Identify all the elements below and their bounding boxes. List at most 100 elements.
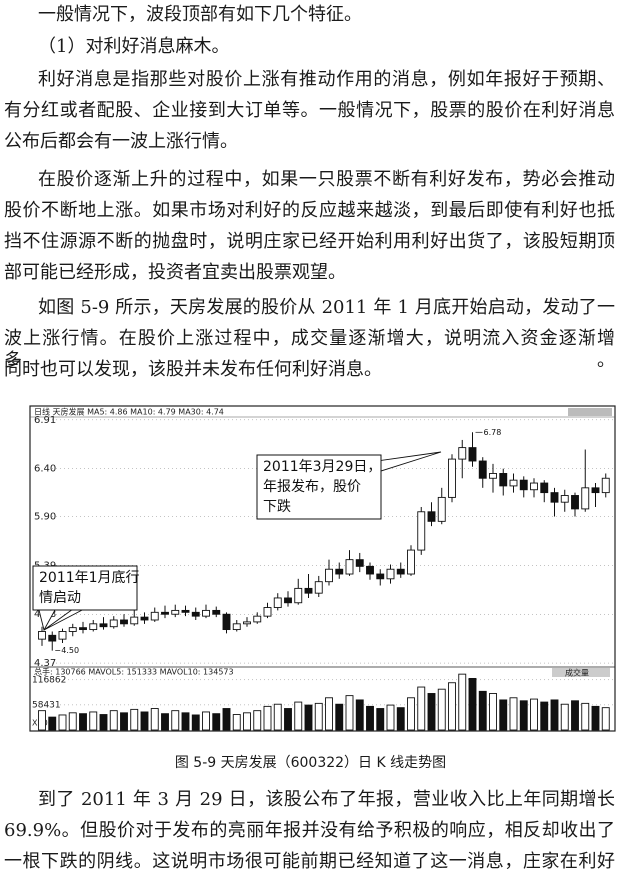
candle-body <box>243 621 251 625</box>
text-line: 到了 2011 年 3 月 29 日，该股公布了年报，营业收入比上年同期增长 <box>38 789 615 810</box>
candle-body <box>509 479 518 487</box>
text-line: 股价不断地上涨。如果市场对利好的反应越来越淡，到最后即使有利好也抵 <box>4 200 615 221</box>
candle-body <box>448 458 456 498</box>
text-line: 一根下跌的阴线。这说明市场很可能前期已经知道了这一消息，庄家在利好 <box>4 851 615 872</box>
volume-bar <box>314 702 323 731</box>
callout-text: 下跌 <box>263 499 291 515</box>
callout-text: 年报发布，股价 <box>263 479 361 495</box>
volume-bar <box>437 688 446 731</box>
candle-body <box>489 473 497 479</box>
callout-text: 2011年3月29日， <box>263 459 381 475</box>
candle-body <box>79 627 87 631</box>
y-tick-label: 4.37 <box>34 658 56 669</box>
volume-bar <box>130 708 139 731</box>
candle-body <box>314 581 323 594</box>
text-line: （1）对利好消息麻木。 <box>38 36 230 57</box>
candle-body <box>335 568 344 575</box>
volume-bar <box>79 713 87 731</box>
text-line: 同时也可以发现，该股并未发布任何利好消息。 <box>4 359 382 380</box>
volume-bar <box>417 686 426 731</box>
candle-body <box>150 611 159 621</box>
volume-bar <box>68 712 77 731</box>
low-label: 4.50 <box>61 646 79 655</box>
text-line: 部可能已经形成，投资者宜卖出股票观望。 <box>4 262 346 283</box>
y-tick-label: 6.91 <box>34 415 56 426</box>
text-line: 利好消息是指那些对股价上涨有推动作用的消息，例如年报好于预期、 <box>38 69 615 90</box>
volume-bar <box>560 703 569 731</box>
candle-body <box>212 609 221 615</box>
volume-bar <box>550 699 559 731</box>
text-line: 有分红或者配股、企业接到大订单等。一般情况下，股票的股价在利好消息 <box>4 100 615 121</box>
candle-body <box>130 616 139 625</box>
candle-body <box>386 568 395 580</box>
volume-bar <box>325 697 333 731</box>
text-line: 如图 5-9 所示，天房发展的股价从 2011 年 1 月底开始启动，发动了一 <box>38 297 615 318</box>
volume-tick-label: 116862 <box>32 675 66 685</box>
volume-header: 总手: 130766 MAVOL5: 151333 MAVOL10: 13457… <box>34 667 234 677</box>
volume-bar <box>499 699 508 731</box>
candle-body <box>58 631 67 640</box>
volume-bar <box>519 700 528 731</box>
candle-body <box>376 573 385 580</box>
candle-body <box>202 609 210 617</box>
volume-tag: 成交量 <box>565 668 589 678</box>
volume-bar <box>273 703 282 731</box>
candle-body <box>253 615 262 623</box>
volume-bar <box>540 701 549 731</box>
callout-text: 2011年1月底行 <box>39 570 140 586</box>
callout-box <box>32 565 138 611</box>
candle-body <box>540 482 549 494</box>
volume-bar <box>386 704 395 731</box>
volume-bar <box>232 714 241 731</box>
candle-body <box>345 559 354 575</box>
volume-bar <box>407 697 415 731</box>
candle-body <box>571 495 579 510</box>
text-line: 挡不住源源不断的抛盘时，说明庄家已经开始利用利好出货了，该股短期顶 <box>4 231 615 252</box>
volume-bar <box>581 702 590 731</box>
candle-body <box>530 482 538 491</box>
candle-body <box>560 495 569 503</box>
candle-body <box>171 609 180 615</box>
candle-body <box>273 597 282 608</box>
candle-body <box>294 587 303 604</box>
volume-bar <box>150 708 159 731</box>
candle-body <box>284 597 292 604</box>
volume-bar <box>243 712 251 731</box>
candle-body <box>550 492 559 503</box>
text-line: 在股价逐渐上升的过程中，如果一只股票不断有利好发布，势必会推动 <box>38 169 615 190</box>
volume-bar <box>376 708 385 731</box>
candle-body <box>140 616 149 621</box>
candle-body <box>304 587 313 594</box>
volume-bar <box>161 713 169 731</box>
candle-body <box>355 559 364 567</box>
volume-bar <box>284 708 292 731</box>
volume-bar <box>427 693 436 731</box>
volume-bar <box>171 710 180 731</box>
callout-pointer <box>38 609 56 632</box>
candle-body <box>325 568 333 583</box>
volume-bar <box>335 703 344 731</box>
candle-body <box>68 627 77 632</box>
volume-bar <box>468 677 477 731</box>
volume-bar <box>38 710 46 731</box>
volume-bar <box>294 701 303 731</box>
volume-bar <box>140 711 149 731</box>
candle-body <box>396 568 405 575</box>
candle-body <box>191 611 200 617</box>
callout-text: 情启动 <box>39 590 81 606</box>
volume-bar <box>509 697 518 731</box>
volume-bar <box>202 711 210 731</box>
y-tick-label: 5.90 <box>34 512 56 523</box>
candle-body <box>591 487 600 494</box>
volume-tick-label: 58431 <box>32 700 61 710</box>
candle-body <box>89 623 98 631</box>
volume-bar <box>58 714 67 731</box>
callout-pointer <box>362 451 442 474</box>
candle-body <box>366 565 374 575</box>
volume-tag-box <box>552 668 610 677</box>
volume-bar <box>478 690 487 731</box>
volume-bar <box>601 707 610 731</box>
volume-bar <box>120 712 128 731</box>
figure-caption: 图 5-9 天房发展（600322）日 K 线走势图 <box>174 755 447 771</box>
